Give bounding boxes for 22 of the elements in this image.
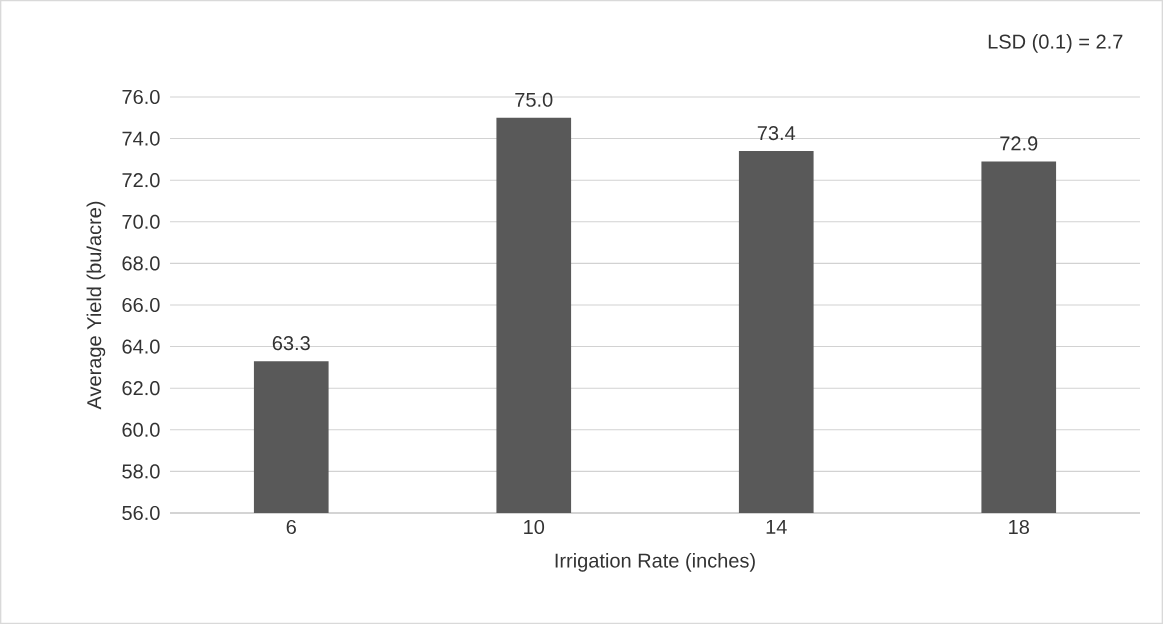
x-axis-title: Irrigation Rate (inches) [555, 553, 755, 572]
x-tick-label: 6 [286, 519, 296, 535]
y-tick-label: 60.0 [122, 422, 160, 437]
y-axis-title: Average Yield (bu/acre) [86, 201, 106, 410]
data-label: 72.9 [1000, 136, 1038, 151]
y-tick-label: 68.0 [122, 256, 160, 271]
y-tick-label: 76.0 [122, 89, 160, 105]
data-label: 73.4 [757, 125, 796, 141]
y-tick-label: 66.0 [122, 297, 160, 313]
y-tick-label: 64.0 [122, 339, 160, 354]
y-tick-label: 70.0 [122, 214, 160, 229]
y-tick-label: 74.0 [122, 131, 160, 146]
x-tick-label: 14 [766, 519, 787, 534]
x-tick-label: 10 [524, 519, 545, 535]
text: LSD (0.1) = 2.7 [988, 34, 1123, 53]
y-tick-label: 62.0 [122, 381, 160, 396]
data-label: 75.0 [515, 92, 553, 107]
x-tick-label: 18 [1009, 519, 1029, 535]
data-label: 63.3 [272, 336, 310, 351]
y-tick-label: 58.0 [122, 464, 160, 479]
y-tick-label: 56.0 [122, 505, 160, 521]
y-tick-label: 72.0 [122, 173, 160, 188]
